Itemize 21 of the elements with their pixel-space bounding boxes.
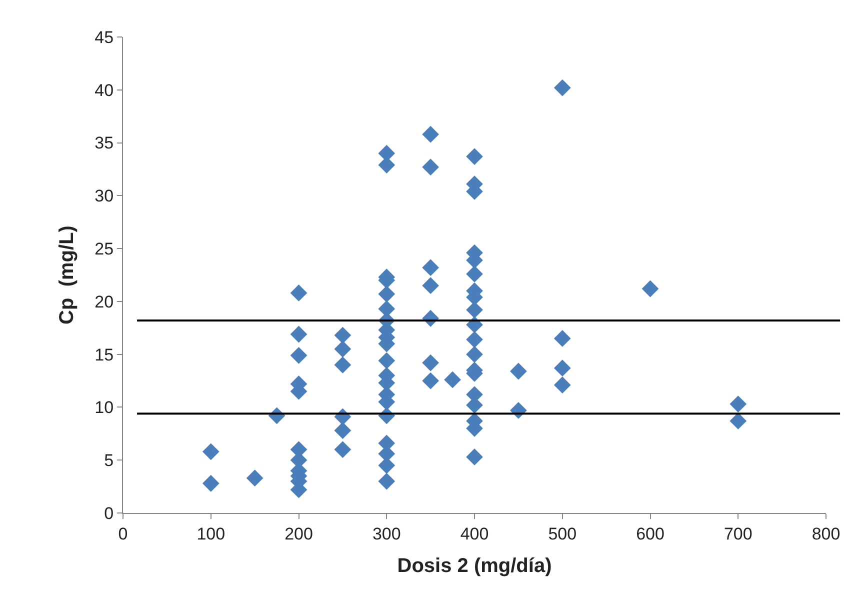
y-tick-label: 0 (104, 504, 114, 523)
x-tick-label: 400 (460, 524, 489, 544)
x-axis-title: Dosis 2 (mg/día) (397, 554, 552, 577)
x-tick-label: 200 (284, 524, 313, 544)
y-tick-label: 20 (94, 292, 114, 312)
y-tick-label: 10 (94, 398, 114, 418)
x-tick-label: 300 (372, 524, 401, 544)
y-tick-label: 35 (94, 134, 114, 153)
y-axis-title: Cp (mg/L) (56, 226, 78, 324)
x-tick-label: 500 (548, 524, 577, 544)
x-tick-label: 800 (812, 524, 840, 544)
x-tick-label: 600 (636, 524, 664, 544)
y-tick-label: 40 (94, 80, 114, 100)
y-tick-label: 15 (94, 345, 114, 364)
y-tick-label: 30 (94, 186, 114, 206)
x-tick-label: 700 (724, 524, 752, 544)
y-tick-label: 25 (94, 240, 114, 259)
x-tick-label: 0 (118, 524, 128, 544)
x-tick-label: 100 (196, 524, 226, 544)
y-tick-label: 5 (104, 451, 114, 470)
y-tick-label: 45 (94, 28, 114, 47)
